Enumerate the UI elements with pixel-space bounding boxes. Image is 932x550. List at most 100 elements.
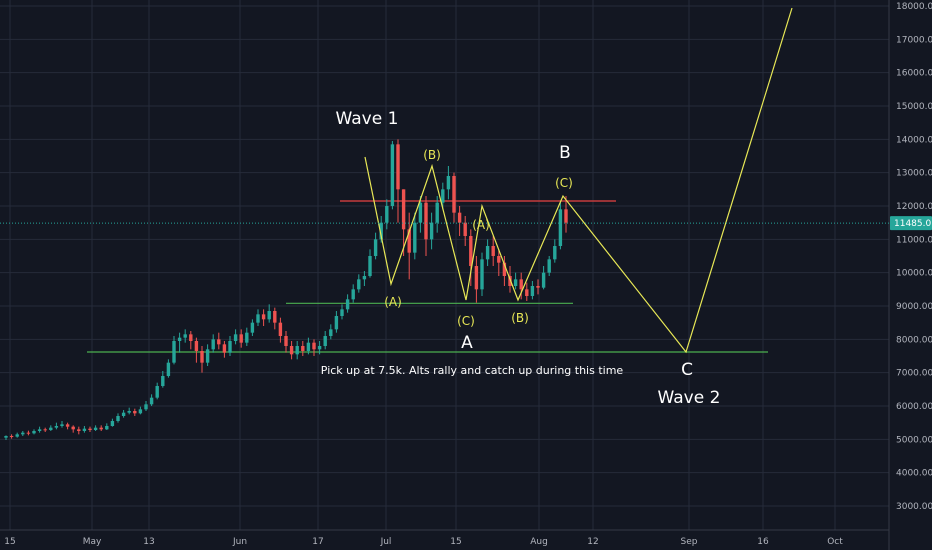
time-tick-label: 13 [143, 537, 154, 547]
candle-body [172, 341, 176, 363]
candle-body [4, 436, 8, 438]
candle-body [233, 334, 238, 341]
candle-body [357, 279, 361, 290]
candle-body [519, 279, 523, 290]
candle-body [256, 314, 260, 323]
candle-body [480, 259, 484, 290]
candle-body [155, 386, 159, 398]
candle-body [334, 316, 339, 330]
wave-paths [364, 7, 793, 354]
candle-body [32, 431, 36, 434]
candle-body [530, 286, 535, 296]
candle-body [43, 429, 47, 431]
candle-body [149, 397, 154, 405]
candle-body [485, 246, 490, 260]
candle-body [284, 336, 288, 346]
price-tick-label: 3000.00 [896, 502, 932, 512]
candle-body [379, 222, 383, 240]
note-text: Pick up at 7.5k. Alts rally and catch up… [321, 364, 624, 377]
candle-body [368, 256, 372, 276]
candle-body [536, 286, 540, 288]
candle-body [110, 421, 115, 426]
candle-body [37, 429, 42, 431]
candle-body [373, 239, 378, 256]
price-axis[interactable]: 3000.00 4000.00 5000.00 6000.00 7000.00 8000.… [888, 0, 932, 550]
candle-body [121, 412, 126, 416]
candle-body [267, 311, 271, 320]
candle-body [329, 329, 333, 336]
last-price-tag [890, 216, 932, 231]
candle-body [553, 246, 557, 260]
grid-lines [0, 0, 889, 530]
time-axis[interactable]: 15 May 13 Jun 17 Jul 15 Aug 12 Sep 16 Oct [0, 529, 889, 547]
sub-a2-label: (A) [472, 218, 490, 232]
elliott-wave-path [364, 7, 793, 354]
price-tick-label: 18000.00 [896, 2, 932, 12]
big-a-label: A [461, 333, 473, 353]
candle-body [345, 299, 350, 310]
candle-body [525, 289, 529, 296]
time-tick-label: 12 [587, 537, 598, 547]
price-tick-label: 6000.00 [896, 402, 932, 412]
candle-body [200, 351, 204, 363]
candle-body [161, 376, 165, 386]
price-tick-label: 17000.00 [896, 35, 932, 45]
big-b-label: B [559, 143, 571, 163]
price-tick-label: 12000.00 [896, 202, 932, 212]
sub-b2-label: (B) [511, 311, 529, 325]
candle-body [558, 209, 563, 246]
time-tick-label: 16 [757, 537, 769, 547]
price-tick-label: 14000.00 [896, 135, 932, 145]
candle-body [9, 436, 14, 437]
candle-body [211, 339, 215, 350]
big-c-label: C [681, 360, 693, 380]
candle-body [396, 144, 400, 190]
candle-body [138, 409, 143, 414]
candle-body [65, 424, 70, 427]
sub-b1-label: (B) [423, 148, 441, 162]
candle-body [71, 426, 75, 430]
candle-body [144, 404, 148, 410]
candle-body [340, 309, 344, 316]
candle-body [541, 272, 546, 288]
candle-body [166, 362, 171, 376]
candles [4, 139, 568, 440]
candle-body [77, 429, 81, 431]
time-tick-label: May [83, 537, 102, 547]
candle-body [21, 432, 25, 435]
candle-body [441, 189, 445, 203]
price-tick-label: 15000.00 [896, 102, 932, 112]
price-tick-label: 8000.00 [896, 335, 932, 345]
candle-body [189, 334, 193, 341]
candle-body [239, 334, 243, 343]
candle-body [513, 279, 518, 286]
candle-body [245, 332, 249, 343]
candle-body [88, 428, 92, 430]
time-tick-label: Jun [232, 537, 247, 547]
candle-body [317, 346, 322, 350]
candle-body [429, 222, 434, 240]
candle-body [278, 322, 283, 336]
sub-c2-label: (C) [555, 176, 573, 190]
candle-body [547, 259, 551, 273]
price-tick-label: 4000.00 [896, 469, 932, 479]
candle-body [273, 311, 277, 323]
candle-body [105, 426, 109, 430]
candle-body [474, 266, 479, 290]
price-tick-label: 7000.00 [896, 369, 932, 379]
price-axis-bg [889, 0, 932, 550]
candle-body [407, 229, 411, 253]
candle-body [205, 349, 210, 363]
candle-body [452, 176, 456, 213]
sub-a1-label: (A) [384, 295, 402, 309]
candle-body [194, 341, 199, 351]
time-tick-label: 15 [4, 537, 15, 547]
candle-body [306, 342, 311, 351]
wave1-label: Wave 1 [336, 109, 399, 129]
candle-body [362, 276, 367, 280]
candle-body [469, 236, 473, 266]
time-tick-label: Sep [681, 537, 698, 547]
price-tick-label: 11000.00 [896, 235, 932, 245]
candle-body [564, 209, 568, 223]
